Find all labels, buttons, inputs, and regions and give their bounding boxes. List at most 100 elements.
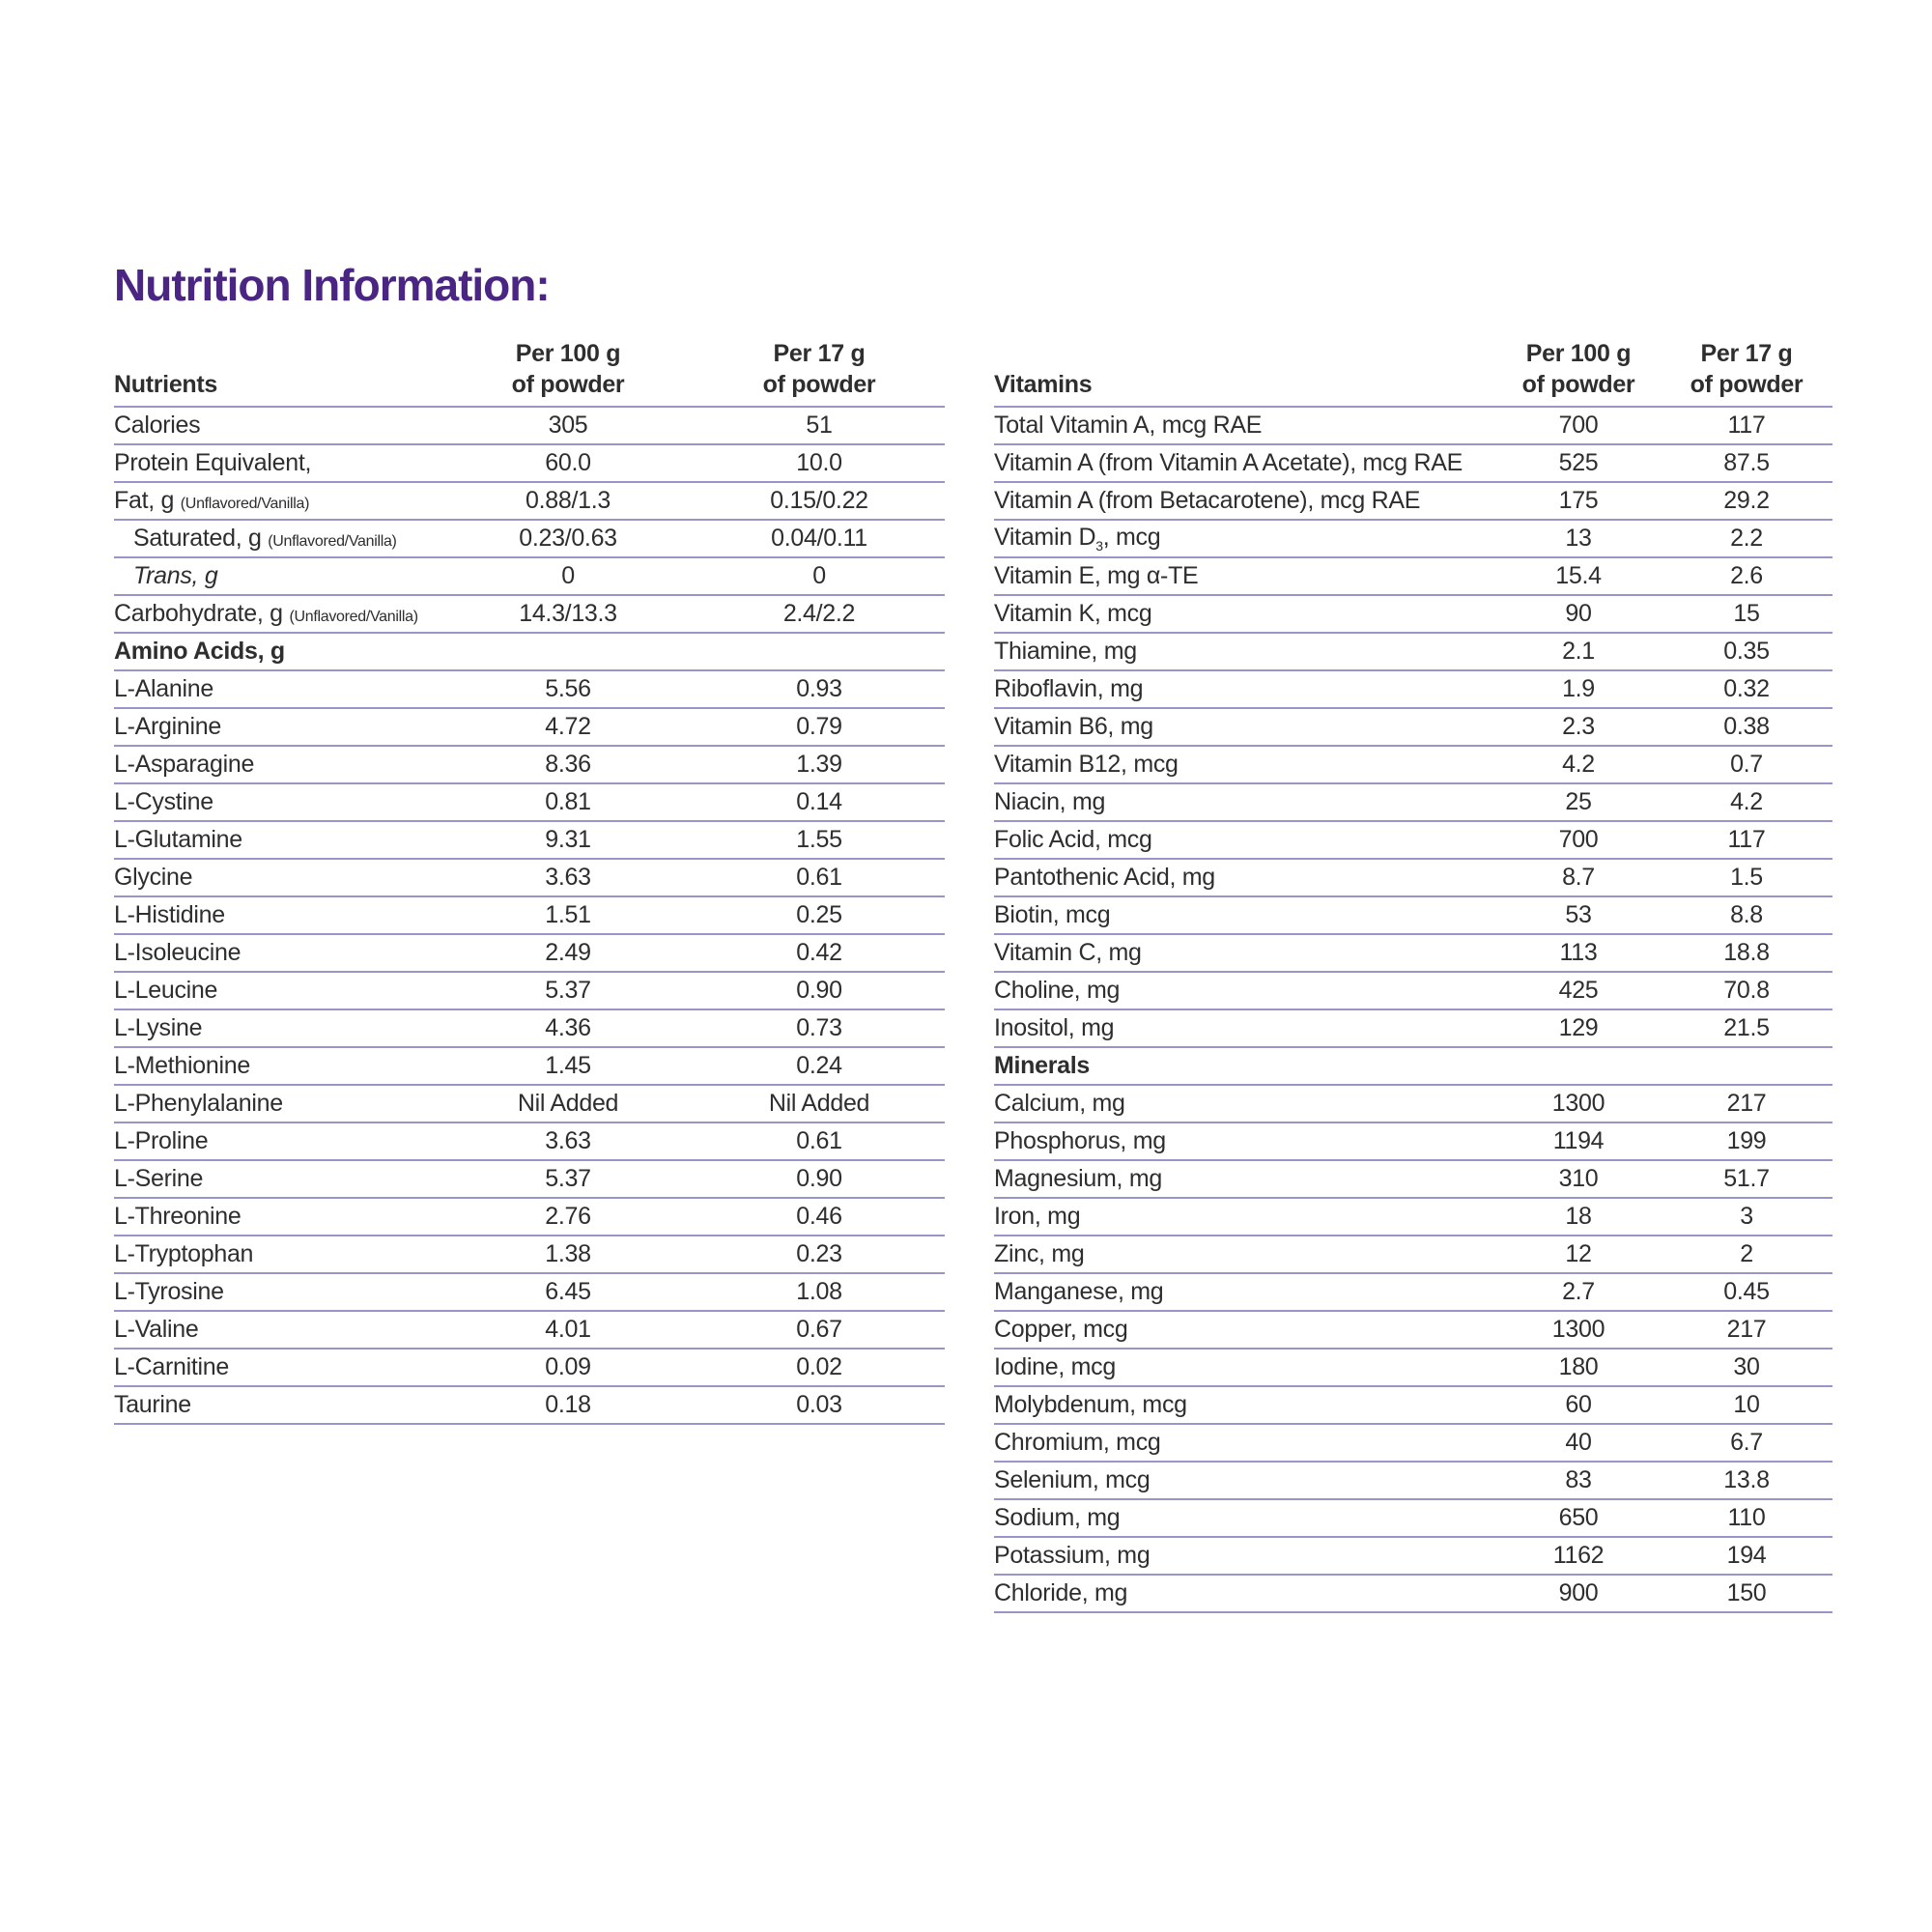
nutrient-name-cell: Minerals	[994, 1047, 1496, 1086]
value-per-100g: 0	[442, 557, 694, 596]
nutrient-name-cell: Selenium, mcg	[994, 1462, 1496, 1500]
column-header-per-100g: Per 100 g of powder	[1496, 328, 1661, 408]
nutrient-name-cell: Manganese, mg	[994, 1273, 1496, 1312]
nutrient-name: Biotin, mcg	[994, 901, 1111, 928]
value-per-17g: 110	[1661, 1499, 1833, 1538]
value-per-100g: 1194	[1496, 1122, 1661, 1161]
value-per-17g: 0.42	[694, 934, 945, 973]
nutrient-name-cell: Vitamin B6, mg	[994, 708, 1496, 747]
value-per-100g: 1300	[1496, 1085, 1661, 1123]
nutrient-name-cell: Vitamin C, mg	[994, 934, 1496, 973]
value-per-17g: 0.90	[694, 1160, 945, 1199]
nutrient-name-cell: Magnesium, mg	[994, 1160, 1496, 1199]
nutrient-name-cell: L-Methionine	[114, 1047, 442, 1086]
nutrient-name-cell: L-Proline	[114, 1122, 442, 1161]
value-per-100g: 8.7	[1496, 859, 1661, 897]
nutrient-name: Thiamine, mg	[994, 638, 1137, 665]
table-row: L-Carnitine 0.09 0.02	[114, 1349, 945, 1387]
value-per-100g	[442, 633, 694, 671]
value-per-100g: 4.01	[442, 1311, 694, 1350]
value-per-17g: 8.8	[1661, 896, 1833, 935]
value-per-17g: 10	[1661, 1386, 1833, 1425]
value-per-17g: 0.25	[694, 896, 945, 935]
nutrient-name: Trans, g	[133, 562, 218, 589]
value-per-100g: 0.81	[442, 783, 694, 822]
column-header-nutrients: Nutrients	[114, 328, 442, 408]
value-per-17g: 0.24	[694, 1047, 945, 1086]
column-header-vitamins: Vitamins	[994, 328, 1496, 408]
value-per-100g: 0.88/1.3	[442, 482, 694, 521]
table-row: Vitamin A (from Betacarotene), mcg RAE 17…	[994, 482, 1833, 521]
value-per-17g: 0.23	[694, 1236, 945, 1274]
value-per-17g: 217	[1661, 1311, 1833, 1350]
nutrient-name-cell: L-Asparagine	[114, 746, 442, 784]
value-per-17g: 217	[1661, 1085, 1833, 1123]
nutrient-name: Iron, mg	[994, 1203, 1081, 1230]
table-row: L-Proline 3.63 0.61	[114, 1122, 945, 1161]
value-per-17g: 70.8	[1661, 972, 1833, 1010]
nutrient-name-cell: Chromium, mcg	[994, 1424, 1496, 1463]
table-row: Pantothenic Acid, mg 8.7 1.5	[994, 859, 1833, 897]
value-per-17g: 199	[1661, 1122, 1833, 1161]
value-per-17g: 0.04/0.11	[694, 520, 945, 558]
nutrient-name-cell: L-Arginine	[114, 708, 442, 747]
value-per-100g: 175	[1496, 482, 1661, 521]
value-per-100g: 4.2	[1496, 746, 1661, 784]
value-per-17g: 0.90	[694, 972, 945, 1010]
value-per-17g: 0.79	[694, 708, 945, 747]
value-per-100g: 525	[1496, 444, 1661, 483]
value-per-100g: 1.51	[442, 896, 694, 935]
value-per-100g: 305	[442, 407, 694, 445]
nutrient-name: Protein Equivalent,	[114, 449, 312, 476]
value-per-17g: 0.61	[694, 1122, 945, 1161]
value-per-100g: 5.56	[442, 670, 694, 709]
table-row: Vitamin A (from Vitamin A Acetate), mcg …	[994, 444, 1833, 483]
value-per-17g: 0.7	[1661, 746, 1833, 784]
value-per-100g: 310	[1496, 1160, 1661, 1199]
nutrient-name-cell: L-Leucine	[114, 972, 442, 1010]
value-per-100g: 1.38	[442, 1236, 694, 1274]
table-row: Vitamin B6, mg 2.3 0.38	[994, 708, 1833, 747]
nutrient-name-cell: Choline, mg	[994, 972, 1496, 1010]
table-row: Sodium, mg 650 110	[994, 1499, 1833, 1538]
nutrient-name-cell: L-Carnitine	[114, 1349, 442, 1387]
nutrient-name: Vitamin A (from Betacarotene), mcg RAE	[994, 487, 1421, 514]
value-per-100g: 90	[1496, 595, 1661, 634]
value-per-17g: 0.35	[1661, 633, 1833, 671]
nutrient-name-cell: Vitamin A (from Betacarotene), mcg RAE	[994, 482, 1496, 521]
table-row: Calories 305 51	[114, 407, 945, 445]
nutrient-unit: , mcg	[1102, 524, 1161, 551]
value-per-100g: 5.37	[442, 972, 694, 1010]
value-per-100g: 83	[1496, 1462, 1661, 1500]
value-per-17g: 0.03	[694, 1386, 945, 1425]
nutrient-name-cell: Iodine, mcg	[994, 1349, 1496, 1387]
value-per-17g	[1661, 1047, 1833, 1086]
table-row: L-Methionine 1.45 0.24	[114, 1047, 945, 1086]
nutrient-name: L-Leucine	[114, 977, 218, 1004]
table-row: Folic Acid, mcg 700 117	[994, 821, 1833, 860]
nutrient-name: L-Methionine	[114, 1052, 250, 1079]
table-row: L-Tyrosine 6.45 1.08	[114, 1273, 945, 1312]
value-per-100g: 25	[1496, 783, 1661, 822]
nutrient-name: Vitamin B12, mcg	[994, 751, 1179, 778]
nutrient-name: Riboflavin, mg	[994, 675, 1144, 702]
value-per-100g: 1.45	[442, 1047, 694, 1086]
table-row: Magnesium, mg 310 51.7	[994, 1160, 1833, 1199]
nutrient-name: Iodine, mcg	[994, 1353, 1116, 1380]
nutrient-name-cell: Fat, g (Unflavored/Vanilla)	[114, 482, 442, 521]
nutrient-name: Saturated, g	[133, 525, 262, 552]
value-per-100g: 12	[1496, 1236, 1661, 1274]
nutrient-name: L-Isoleucine	[114, 939, 242, 966]
table-row: L-Leucine 5.37 0.90	[114, 972, 945, 1010]
value-per-17g: 18.8	[1661, 934, 1833, 973]
header-row: Nutrients Per 100 g of powder Per 17 g o…	[114, 328, 945, 408]
value-per-100g: 0.23/0.63	[442, 520, 694, 558]
value-per-100g: 650	[1496, 1499, 1661, 1538]
page-title: Nutrition Information:	[114, 260, 551, 310]
nutrient-name-cell: Amino Acids, g	[114, 633, 442, 671]
nutrient-name: Choline, mg	[994, 977, 1121, 1004]
nutrient-name-cell: Molybdenum, mcg	[994, 1386, 1496, 1425]
nutrient-name-cell: L-Glutamine	[114, 821, 442, 860]
nutrient-name: Amino Acids, g	[114, 638, 285, 665]
